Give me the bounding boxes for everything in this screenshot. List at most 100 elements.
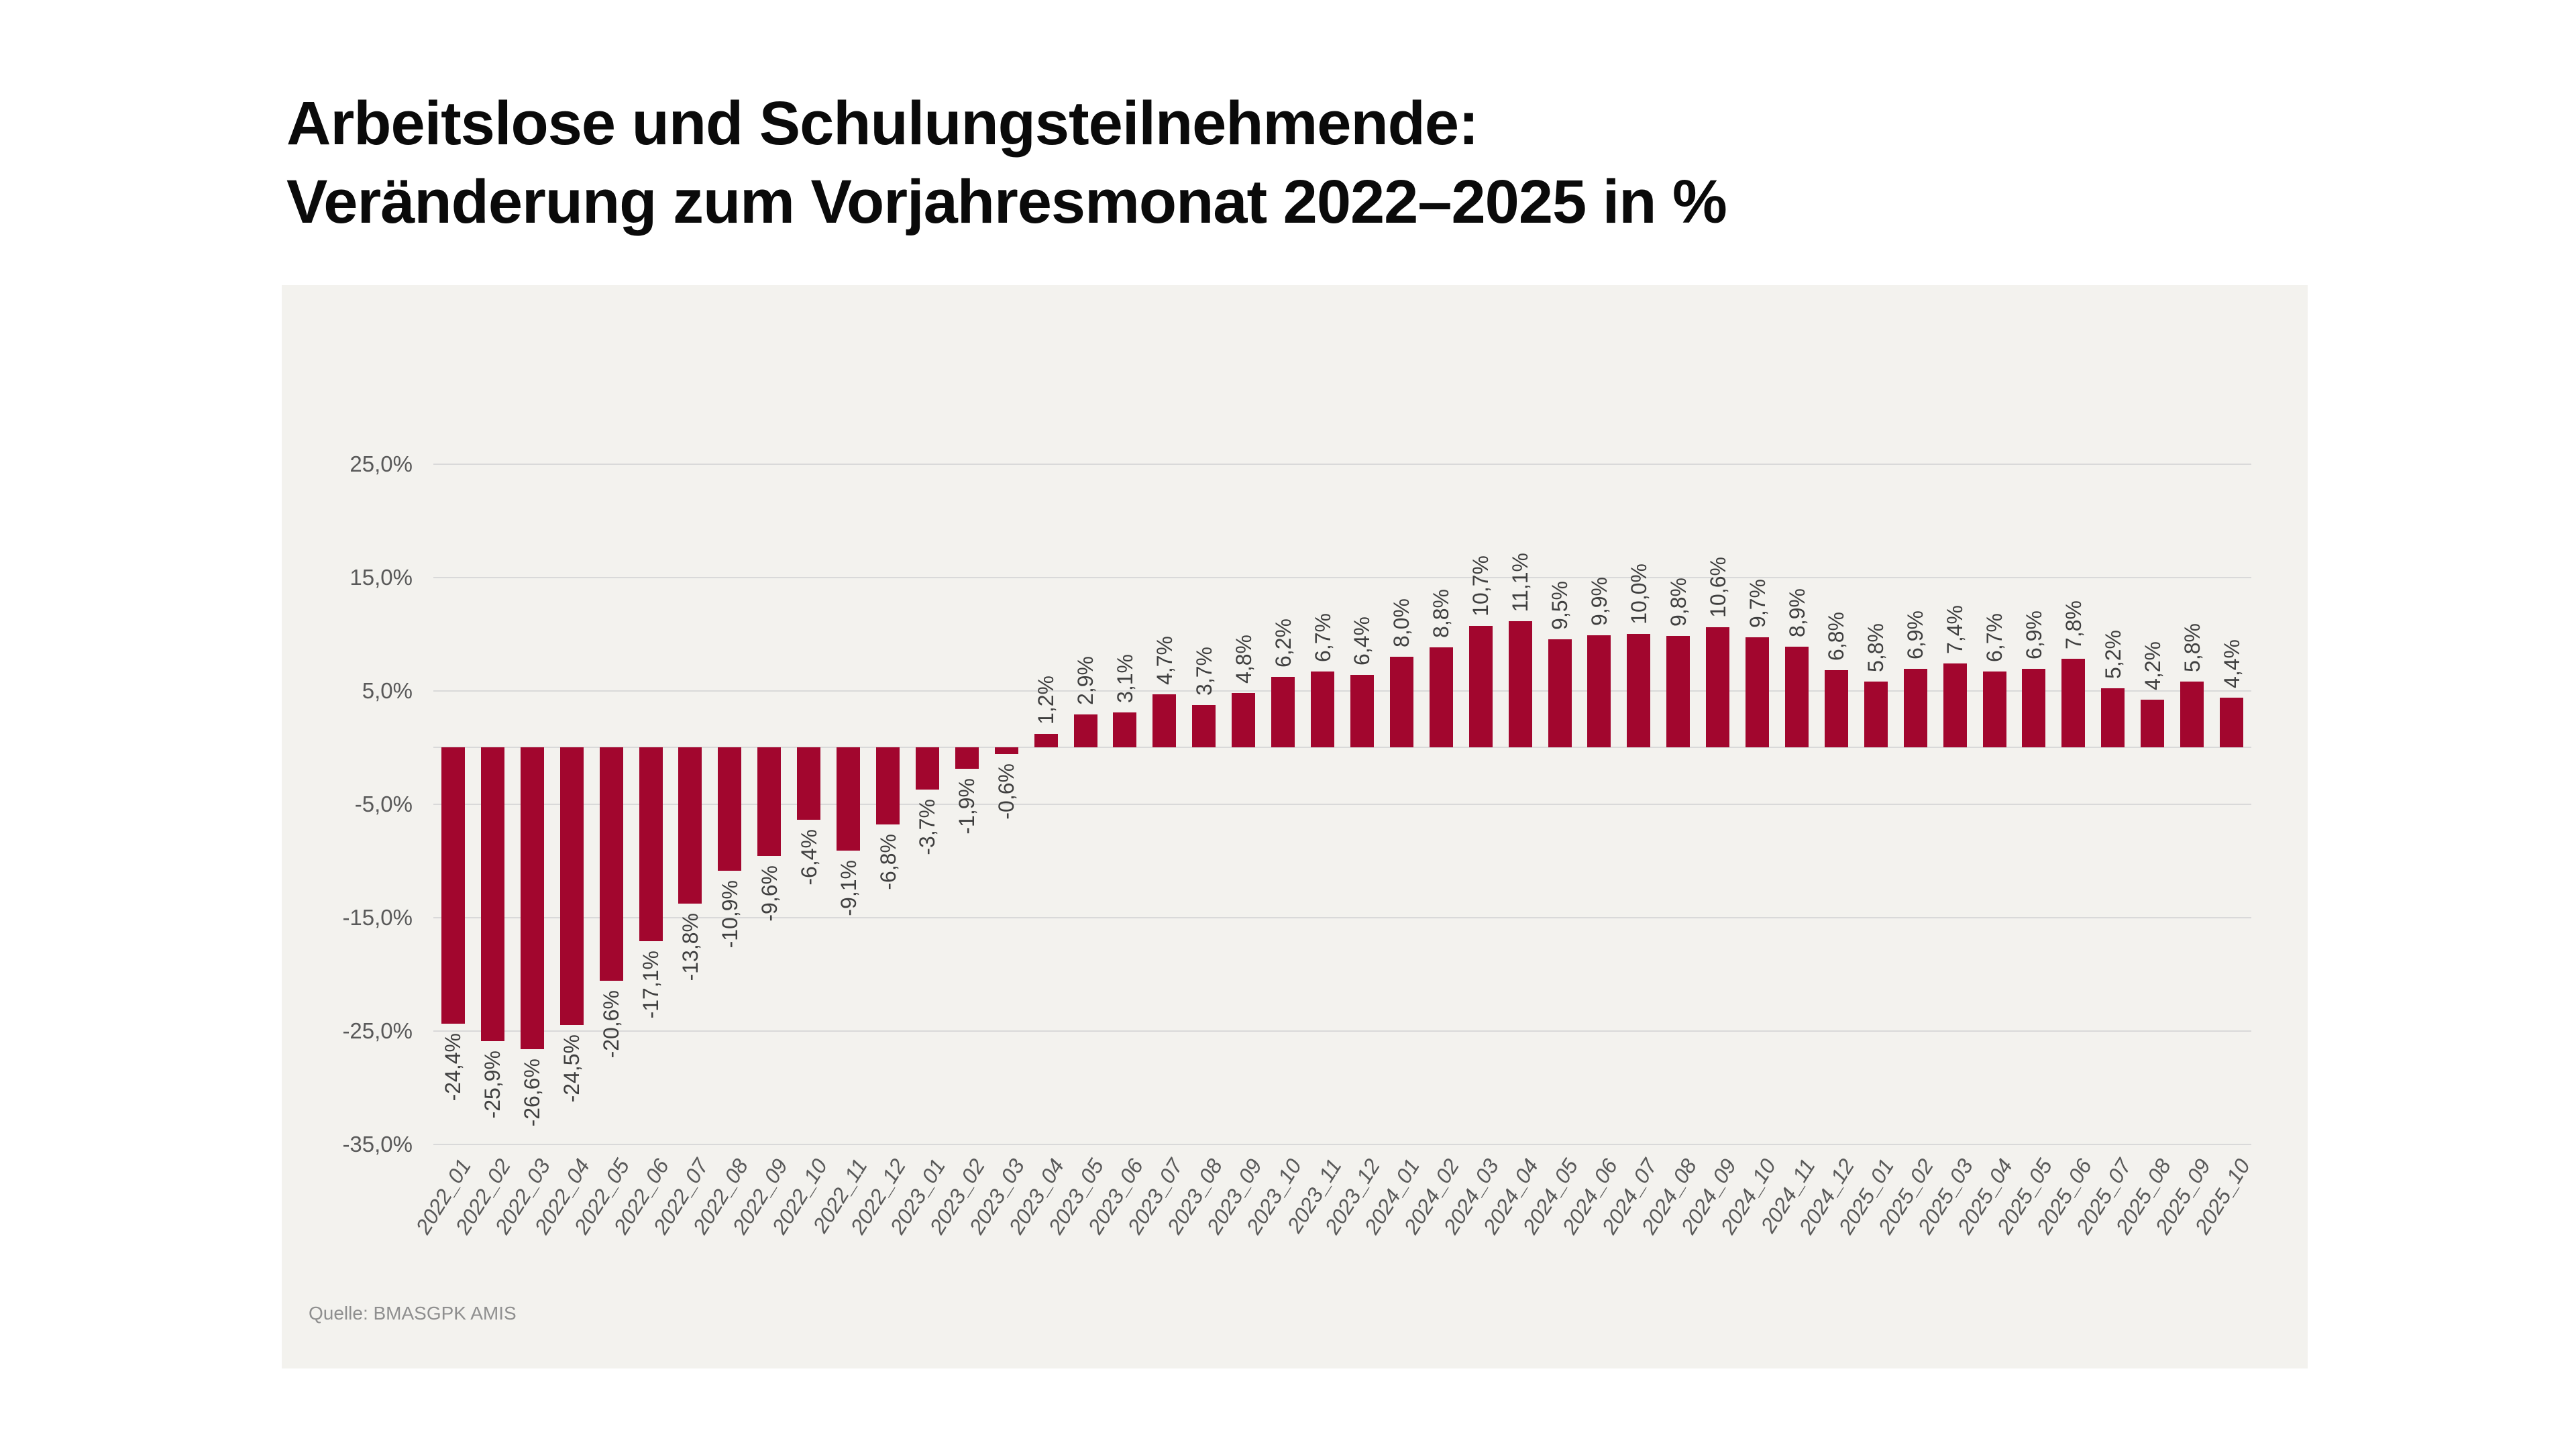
bar-value-label: -10,9%	[718, 880, 742, 949]
bar-value-label: -26,6%	[520, 1059, 544, 1127]
bar	[1034, 734, 1058, 747]
bar-value-label: 7,8%	[2061, 600, 2086, 649]
bar-value-label: 10,7%	[1468, 555, 1493, 616]
bar	[876, 747, 900, 824]
bar-value-label: 10,6%	[1706, 557, 1730, 618]
bar-value-label: -25,9%	[480, 1051, 504, 1119]
bar-value-label: 9,7%	[1746, 579, 1770, 628]
y-tick-label: 25,0%	[350, 451, 413, 476]
bar	[560, 747, 584, 1025]
gridline	[433, 917, 2251, 918]
bar	[2220, 698, 2243, 747]
y-tick-label: 15,0%	[350, 565, 413, 590]
bar	[1904, 669, 1927, 747]
bar-value-label: 6,2%	[1271, 619, 1295, 667]
bar-value-label: -9,6%	[757, 865, 782, 922]
bar	[916, 747, 939, 790]
bar	[1469, 626, 1493, 747]
bar	[1074, 714, 1097, 747]
bar	[995, 747, 1018, 754]
bar	[2141, 700, 2164, 747]
bar-value-label: 5,8%	[2180, 623, 2204, 672]
bar	[1192, 705, 1216, 747]
bar	[521, 747, 544, 1049]
bar	[1311, 672, 1334, 747]
bar	[1548, 639, 1572, 747]
bar	[2061, 659, 2085, 747]
bar-value-label: 9,9%	[1587, 577, 1611, 626]
gridline	[433, 1030, 2251, 1032]
bar	[600, 747, 623, 981]
bar-value-label: 5,2%	[2101, 630, 2125, 679]
chart-panel: Quelle: BMASGPK AMIS 25,0% 15,0% 5,0% -5,0%…	[282, 285, 2308, 1368]
bar-value-label: -6,8%	[876, 834, 900, 890]
bar-value-label: -17,1%	[639, 951, 663, 1019]
bar-value-label: -24,5%	[559, 1034, 584, 1103]
bar	[757, 747, 781, 856]
bar	[1785, 647, 1809, 747]
bar-value-label: -24,4%	[441, 1033, 465, 1102]
bar-value-label: 6,9%	[2022, 610, 2046, 659]
bar-value-label: 8,8%	[1429, 589, 1453, 638]
bar-value-label: 6,7%	[1311, 613, 1335, 662]
gridline	[433, 577, 2251, 578]
gridline	[433, 1144, 2251, 1145]
bar	[1983, 672, 2006, 747]
bar-value-label: 9,5%	[1548, 581, 1572, 630]
bar	[1350, 675, 1374, 747]
source-note: Quelle: BMASGPK AMIS	[309, 1303, 517, 1324]
bar	[955, 747, 979, 769]
bar	[1152, 694, 1176, 747]
bar-value-label: 4,2%	[2141, 641, 2165, 690]
bar-value-label: 10,0%	[1627, 564, 1651, 625]
bar-value-label: -6,4%	[797, 829, 821, 885]
bar-value-label: 11,1%	[1508, 552, 1532, 612]
bar	[797, 747, 820, 820]
bar	[1864, 682, 1888, 747]
bar	[718, 747, 741, 871]
bar	[1706, 627, 1729, 747]
y-tick-label: -15,0%	[342, 905, 413, 930]
bar	[441, 747, 465, 1024]
bar	[639, 747, 663, 941]
bar	[2022, 669, 2045, 747]
chart-title: Arbeitslose und Schulungsteilnehmende: V…	[286, 85, 1727, 241]
gridline	[433, 690, 2251, 692]
bar-value-label: -3,7%	[915, 799, 939, 855]
y-tick-label: -35,0%	[342, 1132, 413, 1157]
bar-value-label: 9,8%	[1666, 578, 1690, 627]
gridline	[433, 464, 2251, 465]
bar	[1587, 635, 1611, 747]
bar-value-label: 4,7%	[1152, 636, 1177, 685]
bar-value-label: -1,9%	[955, 778, 979, 835]
bar-value-label: -20,6%	[599, 990, 623, 1059]
bar	[1113, 712, 1136, 747]
bar-value-label: 8,9%	[1785, 588, 1809, 637]
bar-value-label: 8,0%	[1389, 598, 1413, 647]
zero-axis-line	[433, 747, 2251, 748]
bar	[1746, 637, 1769, 747]
bar-value-label: 6,9%	[1903, 610, 1927, 659]
y-tick-label: -25,0%	[342, 1018, 413, 1043]
y-tick-label: -5,0%	[354, 792, 413, 816]
bar-value-label: 2,9%	[1073, 656, 1097, 705]
bar-value-label: 4,8%	[1232, 635, 1256, 684]
bar	[1509, 621, 1532, 747]
bar-value-label: 6,8%	[1824, 612, 1848, 661]
bar	[678, 747, 702, 904]
bar-value-label: -0,6%	[994, 763, 1018, 820]
bar	[1943, 663, 1967, 747]
bar	[481, 747, 504, 1041]
bar-value-label: 4,4%	[2220, 639, 2244, 688]
bar-value-label: 5,8%	[1864, 623, 1888, 672]
gridline	[433, 804, 2251, 805]
bar	[1430, 647, 1453, 747]
bar	[1271, 677, 1295, 747]
bar	[1825, 670, 1848, 747]
bar-value-label: -9,1%	[837, 860, 861, 916]
bar	[2180, 682, 2204, 747]
bar-value-label: 3,1%	[1113, 654, 1137, 703]
bar	[1232, 693, 1255, 747]
bar	[2101, 688, 2125, 747]
bar	[837, 747, 860, 851]
